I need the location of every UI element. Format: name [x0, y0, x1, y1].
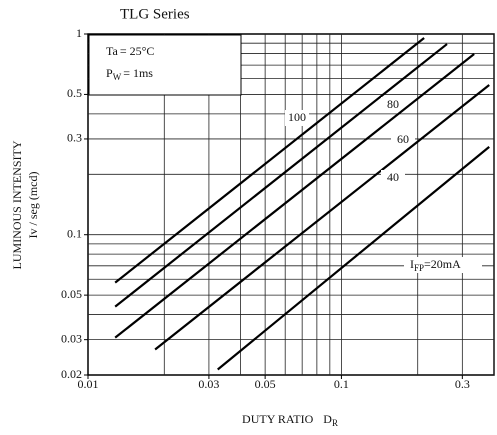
curve-label-name: 80 — [387, 97, 399, 111]
y-tick-label: 0.3 — [67, 131, 82, 145]
conditions-bg — [88, 34, 242, 96]
y-tick-label: 0.05 — [61, 287, 82, 301]
y-axis-label: LUMINOUS INTENSITY — [10, 140, 24, 269]
curve-label-name: 40 — [387, 170, 399, 184]
x-tick-label: 0.05 — [255, 377, 276, 391]
x-tick-label: 0.03 — [198, 377, 219, 391]
curve — [154, 84, 490, 351]
curve-label-bg — [404, 257, 482, 273]
curve-label-bg — [285, 110, 309, 126]
x-axis-label-symbol: D — [323, 412, 332, 426]
curve-label: 100 — [288, 110, 306, 124]
x-axis-label: DUTY RATIO DR — [242, 412, 338, 428]
condition: Ta = 25°C — [106, 44, 154, 58]
curve-label-name: 100 — [288, 110, 306, 124]
condition-symbol: Ta — [106, 44, 118, 58]
condition-text: = 25°C — [120, 44, 155, 58]
curve-label: 40 — [387, 170, 399, 184]
condition-symbol: P — [106, 66, 113, 80]
curve-label-bg — [381, 170, 405, 186]
curve-label-subscript: FP — [414, 263, 424, 273]
chart-title: TLG Series — [120, 6, 190, 22]
curve-label: 80 — [387, 97, 399, 111]
curve-label-prefix: I — [410, 257, 414, 271]
condition-subscript: W — [113, 72, 122, 82]
curve-label: 60 — [397, 132, 409, 146]
curve — [114, 37, 425, 284]
y-tick-label: 0.03 — [61, 331, 82, 345]
condition-text: = 1ms — [123, 66, 153, 80]
y-tick-label: 0.1 — [67, 226, 82, 240]
curve-label: IFP=20mA — [410, 257, 461, 273]
y-tick-label: 1 — [76, 26, 82, 40]
curve — [217, 145, 490, 371]
curve — [114, 53, 475, 339]
curve-label-bg — [381, 97, 405, 113]
x-tick-label: 0.1 — [334, 377, 349, 391]
curve-label-bg — [391, 132, 415, 148]
curve-label-name: 60 — [397, 132, 409, 146]
x-axis-label-text: DUTY RATIO — [242, 412, 314, 426]
curve-label-name: =20mA — [424, 257, 461, 271]
y-axis-label: Iv / seg (mcd) — [26, 172, 40, 239]
y-tick-label: 0.5 — [67, 86, 82, 100]
conditions-box: Ta = 25°C PW = 1ms — [88, 34, 242, 96]
curve — [114, 43, 448, 308]
x-axis-label-subscript: R — [332, 418, 338, 428]
condition: PW = 1ms — [106, 66, 153, 82]
y-tick-label: 0.02 — [61, 367, 82, 381]
x-tick-label: 0.3 — [455, 377, 470, 391]
x-tick-label: 0.01 — [78, 377, 99, 391]
